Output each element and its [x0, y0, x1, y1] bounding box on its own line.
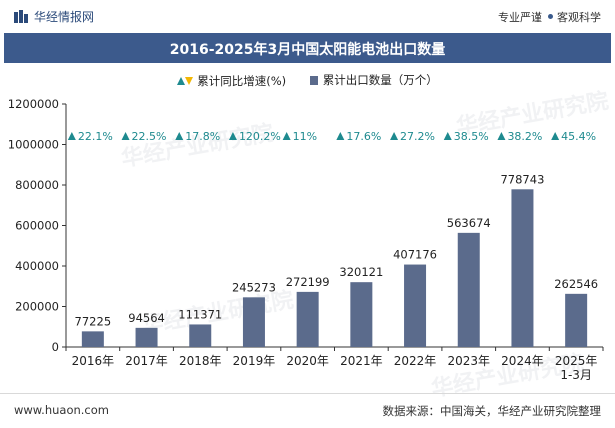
- y-tick-label: 400000: [15, 259, 59, 273]
- bar: [457, 232, 480, 347]
- slogan-left: 专业严谨: [498, 11, 542, 24]
- bar-value-label: 111371: [178, 307, 222, 321]
- bar: [565, 293, 588, 347]
- footer-bar: www.huaon.com 数据来源：中国海关，华经产业研究院整理: [0, 393, 615, 428]
- growth-up-triangle-icon: [282, 132, 291, 140]
- bar: [511, 189, 534, 347]
- bar-value-label: 320121: [339, 265, 383, 279]
- x-tick-label: 2016年: [72, 354, 115, 368]
- bar: [350, 282, 373, 347]
- x-tick-label: 2020年: [286, 354, 329, 368]
- bar: [242, 297, 265, 347]
- bar: [296, 291, 319, 347]
- bar: [404, 264, 427, 347]
- bar-value-label: 77225: [75, 314, 112, 328]
- chart-title: 2016-2025年3月中国太阳能电池出口数量: [169, 42, 446, 58]
- growth-up-triangle-icon: [175, 132, 184, 140]
- bar-value-label: 94564: [128, 311, 165, 325]
- title-bar: 2016-2025年3月中国太阳能电池出口数量: [4, 33, 611, 63]
- bar-logo-icon: [14, 10, 28, 23]
- growth-label: 27.2%: [400, 130, 435, 143]
- growth-label: 45.4%: [561, 130, 596, 143]
- bar-value-label: 778743: [500, 172, 544, 186]
- y-tick-label: 0: [52, 340, 59, 354]
- growth-up-triangle-icon: [336, 132, 345, 140]
- bullet-icon: [548, 14, 553, 19]
- x-tick-label: 2018年: [179, 354, 222, 368]
- bar-value-label: 407176: [393, 248, 437, 262]
- growth-up-triangle-icon: [497, 132, 506, 140]
- growth-label: 120.2%: [239, 130, 281, 143]
- growth-label: 17.6%: [346, 130, 381, 143]
- growth-label: 17.8%: [185, 130, 220, 143]
- growth-up-triangle-icon: [121, 132, 130, 140]
- growth-label: 38.5%: [454, 130, 489, 143]
- bar-value-label: 262546: [554, 277, 598, 291]
- bar-value-label: 563674: [447, 216, 491, 230]
- x-tick-label: 2017年: [125, 354, 168, 368]
- slogan: 专业严谨 客观科学: [498, 9, 601, 25]
- y-tick-label: 800000: [15, 178, 59, 192]
- header-bar: 华经情报网 专业严谨 客观科学: [0, 0, 615, 32]
- legend-item-growth: 累计同比增速(%): [177, 73, 286, 89]
- down-triangle-icon: [185, 76, 194, 85]
- y-tick-label: 1000000: [8, 138, 59, 152]
- website-link[interactable]: www.huaon.com: [14, 403, 109, 417]
- legend-swatch-export: [309, 75, 318, 85]
- up-triangle-icon: [177, 76, 186, 85]
- growth-label: 38.2%: [507, 130, 542, 143]
- x-tick-label: 2019年: [233, 354, 276, 368]
- x-tick-label: 2025年 1-3月: [555, 354, 598, 382]
- bar: [81, 331, 104, 347]
- y-tick-label: 1200000: [8, 97, 59, 111]
- y-tick-label: 200000: [15, 300, 59, 314]
- brand-name: 华经情报网: [34, 10, 95, 24]
- y-tick-label: 600000: [15, 219, 59, 233]
- data-source: 数据来源：中国海关，华经产业研究院整理: [382, 404, 602, 418]
- growth-up-triangle-icon: [443, 132, 452, 140]
- growth-label: 22.1%: [78, 130, 113, 143]
- growth-up-triangle-icon: [390, 132, 399, 140]
- legend-label-growth: 累计同比增速(%): [197, 73, 287, 88]
- bar: [189, 324, 212, 347]
- bar: [135, 327, 158, 347]
- growth-up-triangle-icon: [67, 132, 76, 140]
- bar-value-label: 272199: [286, 275, 330, 289]
- legend: 累计同比增速(%) 累计出口数量（万个）: [0, 72, 615, 89]
- x-tick-label: 2022年: [394, 354, 437, 368]
- growth-label: 22.5%: [132, 130, 167, 143]
- brand: 华经情报网: [14, 8, 94, 25]
- slogan-right: 客观科学: [557, 11, 601, 24]
- growth-up-triangle-icon: [551, 132, 560, 140]
- bar-value-label: 245273: [232, 280, 276, 294]
- legend-item-export: 累计出口数量（万个）: [309, 72, 438, 88]
- x-tick-label: 2021年: [340, 354, 383, 368]
- x-tick-label: 2024年: [501, 354, 544, 368]
- legend-label-export: 累计出口数量（万个）: [322, 73, 438, 87]
- growth-up-triangle-icon: [228, 132, 237, 140]
- x-tick-label: 2023年: [447, 354, 490, 368]
- growth-label: 11%: [293, 130, 317, 143]
